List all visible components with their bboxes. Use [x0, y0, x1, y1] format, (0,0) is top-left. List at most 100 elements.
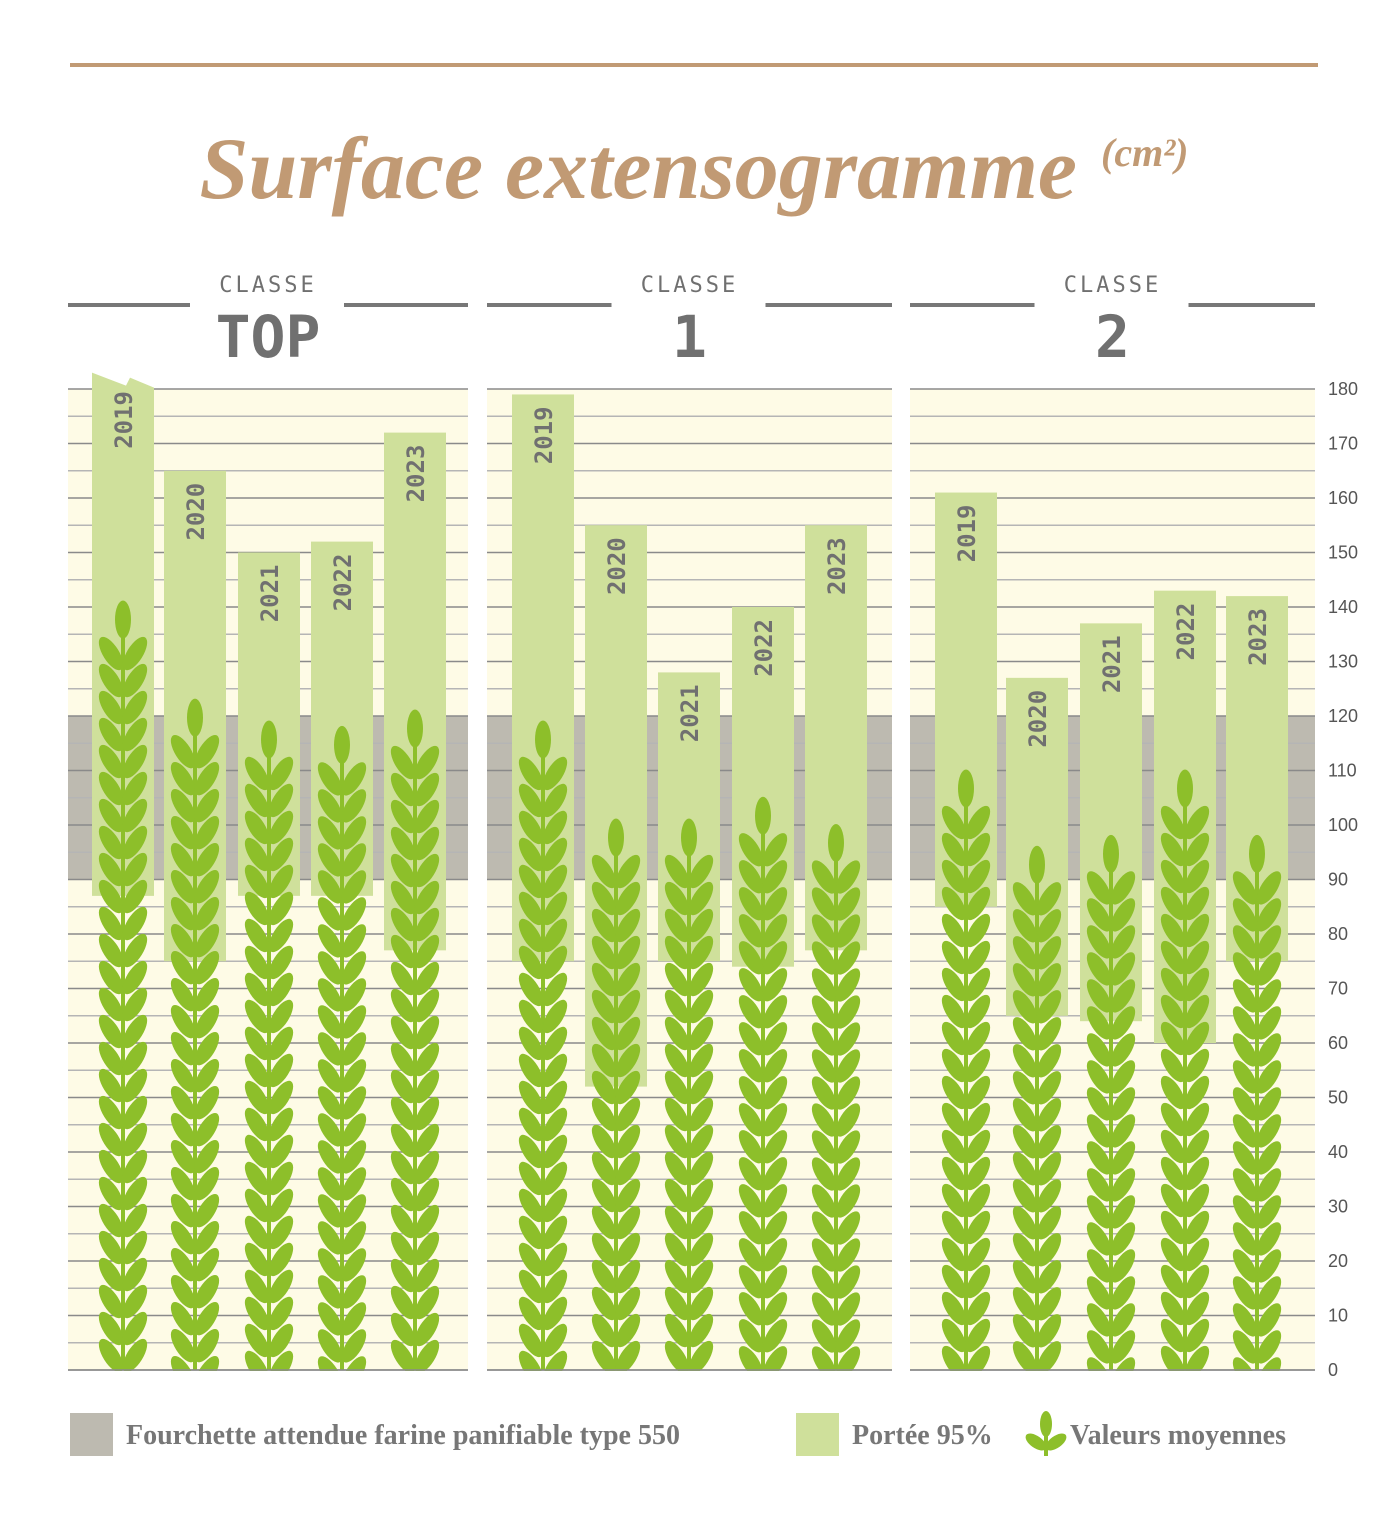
- wheat-leaf: [414, 1150, 440, 1185]
- wheat-leaf: [1012, 936, 1038, 970]
- wheat-leaf: [341, 1194, 367, 1228]
- wheat-leaf: [762, 1211, 788, 1245]
- wheat-leaf: [1086, 1303, 1112, 1337]
- wheat-leaf: [1036, 1098, 1062, 1132]
- wheat-leaf: [1256, 1303, 1282, 1337]
- wheat-leaf: [414, 880, 440, 915]
- wheat-leaf: [762, 968, 788, 1002]
- wheat-leaf: [1036, 1125, 1062, 1159]
- wheat-leaf: [1086, 952, 1112, 986]
- wheat-leaf: [1012, 1233, 1038, 1267]
- wheat-leaf: [414, 1231, 440, 1266]
- wheat-leaf: [1232, 871, 1258, 905]
- wheat-leaf: [1232, 1006, 1258, 1040]
- wheat-leaf: [268, 1269, 294, 1304]
- wheat-leaf: [122, 663, 148, 698]
- wheat-leaf: [170, 1112, 196, 1147]
- wheat-leaf: [341, 1059, 367, 1093]
- wheat-leaf: [1036, 1206, 1062, 1240]
- wheat-tip-leaf: [828, 824, 844, 862]
- wheat-leaf: [1184, 994, 1210, 1029]
- wheat-leaf: [1184, 886, 1210, 921]
- wheat-leaf: [518, 1269, 544, 1304]
- wheat-leaf: [268, 864, 294, 899]
- wheat-leaf: [1256, 1087, 1282, 1121]
- wheat-leaf: [615, 1232, 641, 1267]
- wheat-leaf: [615, 989, 641, 1024]
- wheat-leaf: [762, 941, 788, 975]
- wheat-leaf: [1012, 1071, 1038, 1105]
- wheat-leaf: [317, 1248, 343, 1282]
- wheat-leaf: [1232, 1195, 1258, 1229]
- wheat-leaf: [1086, 1033, 1112, 1067]
- wheat-leaf: [811, 1184, 837, 1218]
- year-label: 2022: [1172, 603, 1200, 661]
- wheat-leaf: [317, 1194, 343, 1228]
- wheat-leaf: [122, 1284, 148, 1319]
- wheat-leaf: [762, 914, 788, 948]
- wheat-leaf: [1160, 940, 1186, 975]
- wheat-leaf: [835, 1022, 861, 1056]
- y-tick-label: 130: [1328, 652, 1358, 672]
- wheat-leaf: [615, 935, 641, 970]
- wheat-leaf: [965, 1264, 991, 1299]
- panel-label: 2: [1095, 303, 1130, 371]
- legend-label: Portée 95%: [852, 1420, 993, 1451]
- wheat-leaf: [762, 887, 788, 921]
- wheat-leaf: [738, 1319, 764, 1353]
- wheat-leaf: [518, 837, 544, 872]
- wheat-leaf: [835, 1211, 861, 1245]
- wheat-leaf: [122, 1230, 148, 1265]
- wheat-leaf: [341, 870, 367, 904]
- wheat-leaf: [591, 962, 617, 997]
- wheat-leaf: [965, 1048, 991, 1083]
- wheat-leaf: [615, 908, 641, 943]
- wheat-leaf: [317, 1032, 343, 1066]
- wheat-leaf: [664, 1016, 690, 1051]
- wheat-leaf: [1012, 1341, 1038, 1375]
- wheat-leaf: [941, 859, 967, 894]
- wheat-leaf: [1036, 909, 1062, 943]
- wheat-icon: [811, 824, 861, 1380]
- wheat-leaf: [390, 1312, 416, 1347]
- wheat-leaf: [518, 1080, 544, 1115]
- wheat-leaf: [244, 1134, 270, 1169]
- wheat-leaf: [170, 869, 196, 904]
- wheat-leaf: [122, 744, 148, 779]
- wheat-leaf: [1086, 1087, 1112, 1121]
- wheat-leaf: [194, 1085, 220, 1120]
- wheat-leaf: [194, 788, 220, 823]
- wheat-leaf: [122, 1311, 148, 1346]
- wheat-leaf: [664, 854, 690, 889]
- wheat-tip-leaf: [608, 818, 624, 857]
- wheat-leaf: [244, 1296, 270, 1331]
- wheat-leaf: [615, 1097, 641, 1132]
- wheat-leaf: [170, 1058, 196, 1093]
- wheat-leaf: [414, 745, 440, 780]
- wheat-icon: [317, 725, 367, 1390]
- wheat-leaf: [1086, 1195, 1112, 1229]
- wheat-leaf: [835, 968, 861, 1002]
- y-tick-label: 110: [1328, 761, 1357, 781]
- wheat-leaf: [1110, 1060, 1136, 1094]
- wheat-icon: [1025, 1411, 1067, 1456]
- wheat-leaf: [1184, 1021, 1210, 1056]
- wheat-leaf: [835, 941, 861, 975]
- wheat-leaf: [688, 1259, 714, 1294]
- wheat-leaf: [1036, 1044, 1062, 1078]
- wheat-leaf: [390, 1204, 416, 1239]
- wheat-leaf: [414, 799, 440, 834]
- wheat-leaf: [414, 1312, 440, 1347]
- wheat-leaf: [194, 1193, 220, 1228]
- wheat-leaf: [615, 1070, 641, 1105]
- wheat-leaf: [762, 1319, 788, 1353]
- wheat-leaf: [390, 826, 416, 861]
- wheat-leaf: [1110, 1303, 1136, 1337]
- wheat-tip-leaf: [755, 796, 771, 835]
- wheat-tip-leaf: [681, 818, 697, 857]
- wheat-leaf: [542, 891, 568, 926]
- year-label: 2020: [182, 483, 210, 541]
- wheat-leaf: [390, 772, 416, 807]
- wheat-leaf: [1036, 1017, 1062, 1051]
- wheat-leaf: [341, 1302, 367, 1336]
